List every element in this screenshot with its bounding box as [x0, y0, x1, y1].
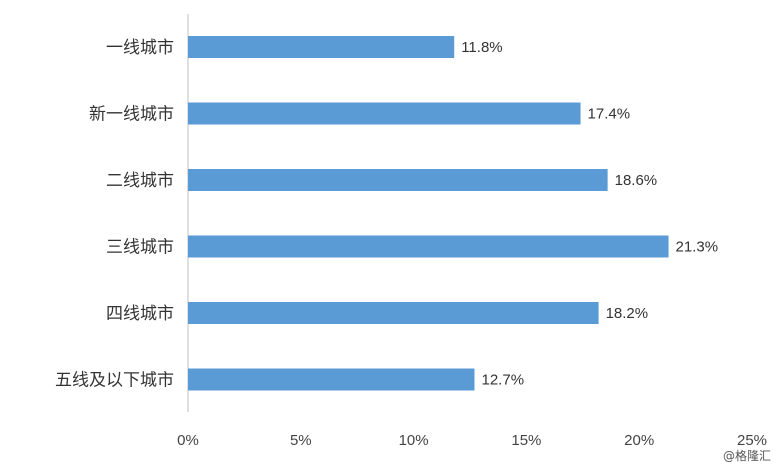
watermark: @格隆汇 [722, 449, 771, 463]
data-label: 17.4% [588, 106, 631, 123]
bar [188, 302, 599, 324]
x-tick-label: 25% [737, 432, 767, 449]
data-label: 11.8% [461, 39, 502, 56]
data-labels: 11.8% 17.4% 18.6% 21.3% 18.2% 12.7% [461, 39, 718, 389]
data-label: 21.3% [676, 239, 719, 256]
category-label: 一线城市 [106, 38, 174, 58]
bars-group [188, 36, 669, 391]
x-tick-labels: 0% 5% 10% 15% 20% 25% [177, 432, 767, 449]
bar [188, 102, 581, 125]
x-tick-label: 15% [511, 432, 541, 449]
x-tick-label: 5% [290, 432, 312, 449]
x-tick-label: 20% [624, 432, 654, 449]
data-label: 18.2% [606, 305, 649, 322]
category-label: 二线城市 [106, 171, 174, 191]
x-tick-label: 0% [177, 432, 199, 449]
bar [188, 235, 669, 258]
bar [188, 36, 455, 58]
x-tick-label: 10% [399, 432, 429, 449]
bar [188, 368, 475, 391]
category-label: 三线城市 [106, 238, 174, 258]
category-label: 新一线城市 [89, 105, 174, 125]
category-label: 四线城市 [106, 304, 174, 324]
bar [188, 169, 608, 191]
data-label: 18.6% [615, 172, 658, 189]
data-label: 12.7% [482, 372, 525, 389]
category-label: 五线及以下城市 [55, 371, 174, 391]
